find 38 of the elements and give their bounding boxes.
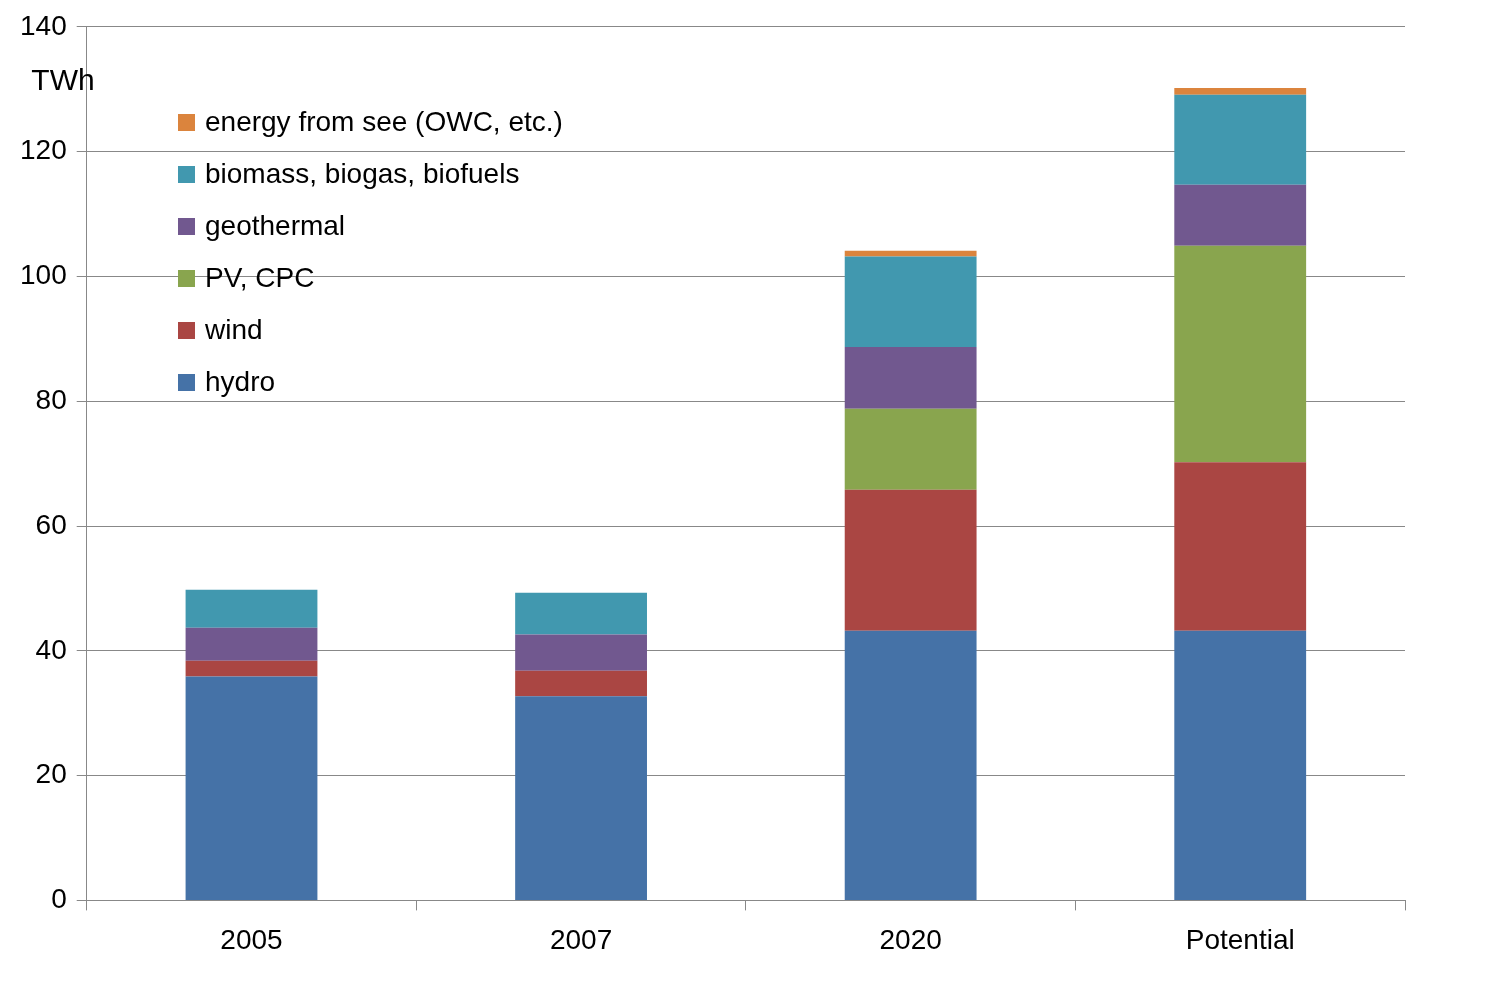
- legend-label: hydro: [205, 366, 276, 398]
- bar: [1174, 630, 1307, 900]
- bar: [844, 489, 977, 631]
- x-tick-label: 2020: [879, 923, 942, 955]
- y-tick-label: 60: [35, 508, 67, 540]
- bar: [1174, 184, 1307, 246]
- bar: [1174, 94, 1307, 185]
- bar: [185, 660, 318, 677]
- bar: [844, 630, 977, 900]
- bar: [1174, 462, 1307, 631]
- x-tick-label: 2005: [220, 923, 283, 955]
- y-tick-label: 20: [35, 758, 67, 790]
- y-tick-label: 0: [51, 883, 67, 915]
- bar: [515, 670, 647, 697]
- y-tick-label: 120: [20, 134, 67, 166]
- legend-label: energy from see (OWC, etc.): [205, 106, 563, 138]
- legend-label: wind: [205, 314, 263, 346]
- y-tick-label: 80: [35, 383, 67, 415]
- legend-label: geothermal: [205, 210, 346, 242]
- bar: [844, 346, 977, 409]
- y-axis-title: TWh: [31, 63, 95, 97]
- x-tick-label: 2007: [549, 923, 613, 955]
- bar: [515, 634, 647, 671]
- bar: [844, 256, 977, 347]
- legend-label: PV, CPC: [205, 262, 315, 294]
- bar: [1174, 87, 1307, 95]
- bar: [185, 676, 318, 900]
- y-tick-label: 140: [20, 9, 67, 41]
- bar: [515, 696, 647, 900]
- bar: [515, 592, 647, 635]
- y-tick-label: 100: [20, 259, 67, 291]
- y-tick-label: 40: [35, 633, 67, 665]
- legend-label: biomass, biogas, biofuels: [205, 158, 520, 190]
- bar: [844, 408, 977, 490]
- x-tick-label: Potential: [1185, 923, 1295, 955]
- bar: [185, 627, 318, 661]
- bar: [1174, 245, 1307, 463]
- bar: [185, 589, 318, 628]
